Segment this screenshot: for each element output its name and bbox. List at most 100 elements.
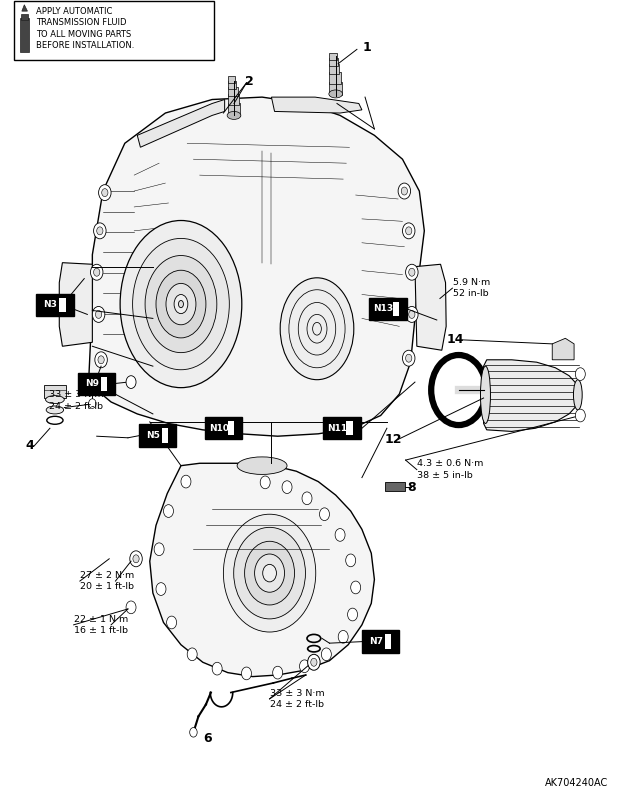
Circle shape <box>126 601 136 614</box>
Circle shape <box>102 189 108 197</box>
FancyBboxPatch shape <box>369 298 407 320</box>
FancyBboxPatch shape <box>228 76 235 83</box>
Circle shape <box>58 295 73 314</box>
Polygon shape <box>44 385 66 398</box>
Text: N11: N11 <box>328 423 348 433</box>
Polygon shape <box>271 97 362 113</box>
Text: N9: N9 <box>85 379 99 388</box>
Circle shape <box>406 306 418 322</box>
Text: 27 ± 2 N·m
20 ± 1 ft-lb: 27 ± 2 N·m 20 ± 1 ft-lb <box>80 571 134 591</box>
Text: 12: 12 <box>384 433 402 446</box>
Polygon shape <box>415 264 446 350</box>
Circle shape <box>99 185 111 201</box>
FancyBboxPatch shape <box>329 58 338 66</box>
Ellipse shape <box>178 301 183 307</box>
Circle shape <box>402 223 415 239</box>
Text: 33 ± 3 N·m
24 ± 2 ft-lb: 33 ± 3 N·m 24 ± 2 ft-lb <box>270 689 324 709</box>
Text: 8: 8 <box>407 481 416 494</box>
Text: N10: N10 <box>209 423 229 433</box>
Text: 5.9 N·m
52 in-lb: 5.9 N·m 52 in-lb <box>453 278 490 298</box>
Text: 22 ± 1 N·m
16 ± 1 ft-lb: 22 ± 1 N·m 16 ± 1 ft-lb <box>74 615 128 635</box>
Circle shape <box>311 658 317 666</box>
Text: 1: 1 <box>363 41 371 54</box>
Text: 14: 14 <box>447 334 464 346</box>
Circle shape <box>300 660 310 673</box>
Circle shape <box>273 666 283 679</box>
Circle shape <box>92 306 105 322</box>
FancyBboxPatch shape <box>385 634 391 649</box>
Circle shape <box>156 583 166 595</box>
Circle shape <box>167 616 177 629</box>
Ellipse shape <box>166 283 196 325</box>
Circle shape <box>190 728 197 737</box>
Circle shape <box>90 264 103 280</box>
FancyBboxPatch shape <box>205 417 242 439</box>
FancyBboxPatch shape <box>101 377 107 391</box>
Text: AK704240AC: AK704240AC <box>545 778 608 788</box>
FancyBboxPatch shape <box>78 373 115 395</box>
Ellipse shape <box>233 527 305 619</box>
Text: N7: N7 <box>369 637 383 646</box>
Circle shape <box>62 300 69 310</box>
Circle shape <box>321 648 331 661</box>
FancyBboxPatch shape <box>139 424 176 447</box>
FancyBboxPatch shape <box>329 53 337 60</box>
Circle shape <box>308 654 320 670</box>
Ellipse shape <box>46 396 64 404</box>
Circle shape <box>282 481 292 494</box>
Circle shape <box>97 227 103 235</box>
FancyBboxPatch shape <box>21 14 28 20</box>
Circle shape <box>346 554 356 567</box>
Circle shape <box>398 183 411 199</box>
FancyBboxPatch shape <box>59 298 66 312</box>
Polygon shape <box>22 5 27 11</box>
Circle shape <box>241 667 251 680</box>
Ellipse shape <box>245 541 295 605</box>
Circle shape <box>406 264 418 280</box>
Circle shape <box>319 508 329 521</box>
Circle shape <box>98 356 104 364</box>
Text: 2: 2 <box>245 75 254 88</box>
Ellipse shape <box>255 554 285 592</box>
Circle shape <box>95 352 107 368</box>
FancyBboxPatch shape <box>329 72 341 84</box>
FancyBboxPatch shape <box>323 417 361 439</box>
Circle shape <box>89 399 96 408</box>
Circle shape <box>302 492 312 505</box>
Circle shape <box>212 662 222 675</box>
Circle shape <box>575 409 585 422</box>
Text: N3: N3 <box>44 300 57 310</box>
FancyBboxPatch shape <box>228 81 236 89</box>
Text: N5: N5 <box>146 431 160 440</box>
Ellipse shape <box>120 220 241 388</box>
Polygon shape <box>484 360 579 431</box>
Ellipse shape <box>156 270 206 338</box>
FancyBboxPatch shape <box>385 482 405 491</box>
Text: 6: 6 <box>203 732 212 745</box>
Ellipse shape <box>223 514 316 632</box>
Circle shape <box>95 310 102 318</box>
Ellipse shape <box>573 380 582 410</box>
Circle shape <box>260 476 270 489</box>
FancyBboxPatch shape <box>392 302 399 316</box>
Circle shape <box>187 648 197 661</box>
Circle shape <box>401 187 407 195</box>
Ellipse shape <box>263 564 276 582</box>
Circle shape <box>163 505 173 517</box>
FancyBboxPatch shape <box>228 103 240 116</box>
FancyBboxPatch shape <box>329 64 339 74</box>
Circle shape <box>154 543 164 556</box>
Text: 33 ± 3 N·m
24 ± 2 ft-lb: 33 ± 3 N·m 24 ± 2 ft-lb <box>49 390 104 411</box>
Circle shape <box>406 227 412 235</box>
Ellipse shape <box>145 256 217 353</box>
Text: 4.3 ± 0.6 N·m
38 ± 5 in-lb: 4.3 ± 0.6 N·m 38 ± 5 in-lb <box>417 459 483 480</box>
Ellipse shape <box>216 423 233 434</box>
FancyBboxPatch shape <box>14 1 214 60</box>
Polygon shape <box>552 338 574 360</box>
Circle shape <box>94 268 100 276</box>
FancyBboxPatch shape <box>346 421 353 435</box>
Circle shape <box>94 223 106 239</box>
Ellipse shape <box>174 295 188 314</box>
Circle shape <box>409 310 415 318</box>
Text: APPLY AUTOMATIC
TRANSMISSION FLUID
TO ALL MOVING PARTS
BEFORE INSTALLATION.: APPLY AUTOMATIC TRANSMISSION FLUID TO AL… <box>36 7 134 50</box>
